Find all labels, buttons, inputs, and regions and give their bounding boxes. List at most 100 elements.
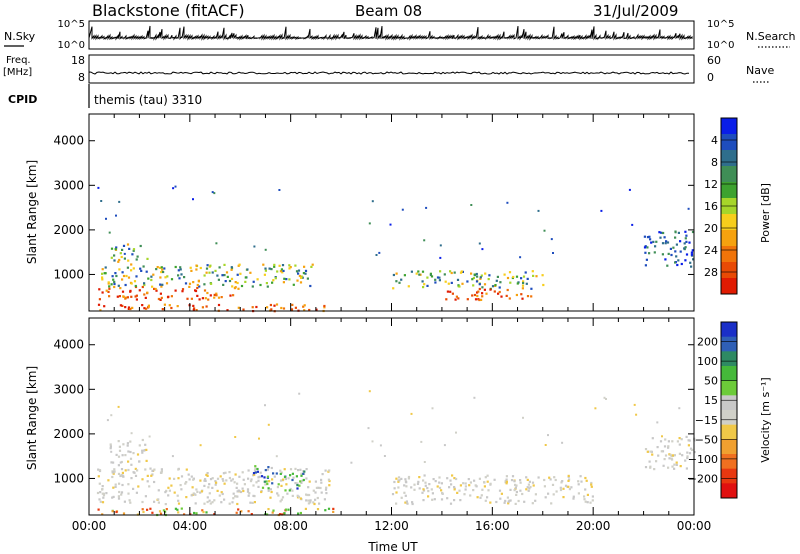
- range-cell: [505, 475, 508, 478]
- range-cell: [309, 499, 312, 502]
- range-cell: [241, 471, 244, 474]
- range-cell: [521, 492, 524, 496]
- range-cell: [350, 461, 353, 464]
- range-cell: [251, 501, 254, 504]
- range-cell: [514, 483, 517, 486]
- range-cell: [559, 486, 562, 489]
- range-cell: [180, 488, 183, 491]
- range-cell: [473, 479, 476, 482]
- range-cell: [397, 480, 400, 483]
- range-cell: [232, 492, 235, 495]
- range-cell: [205, 511, 208, 514]
- range-cell: [320, 491, 323, 494]
- range-cell: [284, 489, 287, 492]
- range-cell: [103, 305, 106, 308]
- range-cell: [417, 270, 420, 273]
- range-cell: [264, 269, 267, 272]
- range-cell: [530, 295, 533, 298]
- range-cell: [431, 492, 434, 495]
- range-cell: [223, 263, 226, 266]
- range-cell: [121, 271, 124, 274]
- range-cell: [479, 277, 482, 280]
- range-cell: [525, 476, 528, 479]
- range-cell: [134, 284, 137, 288]
- range-cell: [406, 502, 409, 505]
- range-cell: [379, 444, 382, 447]
- range-cell: [197, 279, 200, 282]
- range-cell: [186, 297, 189, 300]
- range-cell: [392, 287, 395, 290]
- range-cell: [109, 443, 112, 446]
- range-cell: [188, 285, 191, 288]
- range-cell: [127, 468, 130, 472]
- colorbar-tick-label: −100: [688, 453, 718, 466]
- range-cell: [222, 472, 225, 475]
- range-cell: [633, 403, 636, 406]
- range-cell: [498, 489, 502, 492]
- range-cell: [484, 272, 487, 275]
- range-cell: [130, 282, 133, 285]
- range-cell: [112, 472, 115, 475]
- range-cell: [444, 280, 447, 283]
- range-cell: [570, 486, 573, 489]
- range-cell: [264, 404, 266, 407]
- range-cell: [673, 467, 676, 470]
- range-cell: [690, 251, 693, 254]
- range-cell: [223, 498, 226, 501]
- range-cell: [413, 488, 416, 491]
- range-cell: [648, 460, 651, 463]
- range-cell: [115, 246, 118, 249]
- range-cell: [150, 278, 153, 282]
- range-cell: [101, 272, 104, 275]
- range-cell: [478, 298, 481, 302]
- range-cell: [560, 481, 563, 484]
- range-cell: [257, 476, 260, 479]
- range-cell: [635, 413, 638, 416]
- range-cell: [130, 432, 133, 435]
- range-cell: [267, 487, 270, 490]
- range-cell: [520, 277, 523, 280]
- range-cell: [192, 198, 194, 201]
- range-cell: [137, 485, 140, 488]
- range-cell: [147, 304, 150, 307]
- range-cell: [165, 489, 168, 492]
- range-cell: [202, 511, 205, 514]
- range-cell: [210, 282, 213, 285]
- colorbar-tick-label: −50: [695, 433, 718, 446]
- range-cell: [203, 289, 207, 292]
- range-cell: [660, 450, 663, 453]
- range-cell: [209, 264, 212, 267]
- range-cell: [673, 454, 676, 457]
- range-cell: [114, 272, 117, 275]
- colorbar-tick-label: −15: [695, 414, 718, 427]
- range-cell: [199, 266, 202, 270]
- range-cell: [180, 475, 184, 478]
- range-cell: [496, 275, 499, 278]
- range-cell: [487, 489, 490, 492]
- range-cell: [470, 272, 473, 275]
- range-cell: [480, 298, 483, 301]
- range-cell: [97, 186, 100, 189]
- range-cell: [543, 485, 546, 488]
- range-cell: [506, 288, 509, 292]
- range-cell: [383, 455, 386, 457]
- range-cell: [264, 483, 267, 486]
- colorbar-segment: [721, 230, 737, 247]
- range-cell: [196, 283, 199, 287]
- range-cell: [144, 495, 147, 498]
- range-cell: [98, 469, 102, 472]
- range-cell: [600, 209, 603, 212]
- range-cell: [535, 275, 538, 278]
- range-cell: [254, 471, 257, 474]
- range-cell: [167, 295, 170, 298]
- colorbar-segment: [721, 366, 737, 382]
- velocity-panel: 1000 2000 3000 4000 00:00 04:00 08:00 12:00 16:0…: [25, 317, 772, 554]
- range-cell: [603, 396, 606, 399]
- range-cell: [320, 481, 323, 484]
- range-cell: [301, 479, 304, 482]
- range-cell: [230, 266, 233, 269]
- range-cell: [455, 431, 457, 434]
- range-cell: [179, 484, 182, 487]
- range-cell: [306, 277, 309, 280]
- range-cell: [266, 482, 269, 486]
